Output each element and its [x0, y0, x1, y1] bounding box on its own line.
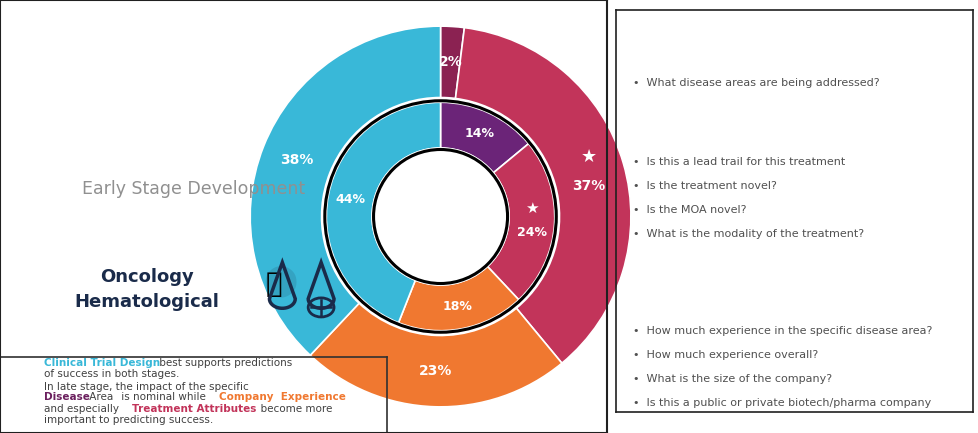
Text: •  What disease areas are being addressed?: • What disease areas are being addressed…: [632, 78, 878, 88]
Text: 44%: 44%: [335, 193, 366, 206]
Text: important to predicting success.: important to predicting success.: [44, 415, 213, 425]
Text: is nominal while: is nominal while: [117, 392, 208, 402]
Wedge shape: [487, 144, 555, 300]
Text: 🩸: 🩸: [266, 270, 282, 298]
Wedge shape: [440, 102, 528, 173]
Circle shape: [372, 148, 509, 285]
Text: In late stage, the impact of the specific: In late stage, the impact of the specifi…: [44, 382, 252, 392]
Text: 24%: 24%: [516, 226, 546, 239]
Text: Oncology
Hematological: Oncology Hematological: [74, 268, 219, 311]
Text: Area: Area: [86, 392, 113, 402]
Text: •  How much experience overall?: • How much experience overall?: [632, 350, 818, 360]
Wedge shape: [326, 102, 440, 323]
Text: 14%: 14%: [464, 127, 494, 140]
Text: Disease: Disease: [44, 392, 90, 402]
Text: •  What is the size of the company?: • What is the size of the company?: [632, 374, 831, 384]
Text: Company  Experience: Company Experience: [219, 392, 345, 402]
Text: 37%: 37%: [572, 179, 605, 193]
Text: •  Is this a lead trail for this treatment: • Is this a lead trail for this treatmen…: [632, 157, 844, 167]
Text: •  Is the MOA novel?: • Is the MOA novel?: [632, 205, 745, 215]
Wedge shape: [250, 26, 440, 355]
Text: + Company  Experience: + Company Experience: [632, 284, 810, 299]
Text: best supports predictions: best supports predictions: [156, 359, 292, 368]
Text: •  What is the modality of the treatment?: • What is the modality of the treatment?: [632, 229, 864, 239]
Text: Early Stage Development: Early Stage Development: [82, 181, 304, 198]
Text: ★: ★: [524, 201, 538, 216]
Text: •  Is this a public or private biotech/pharma company: • Is this a public or private biotech/ph…: [632, 398, 930, 408]
Text: + Treatment  Attributes: + Treatment Attributes: [632, 115, 806, 130]
Text: ⬤: ⬤: [263, 265, 296, 297]
Wedge shape: [455, 28, 630, 363]
Text: •  How much experience in the specific disease area?: • How much experience in the specific di…: [632, 326, 931, 336]
Text: and especially: and especially: [44, 404, 122, 414]
Wedge shape: [310, 303, 561, 407]
Text: Late Stage Development: Late Stage Development: [85, 62, 301, 81]
Text: become more: become more: [253, 404, 332, 414]
Text: of success in both stages.: of success in both stages.: [44, 369, 179, 379]
Text: 18%: 18%: [442, 300, 472, 313]
Text: 38%: 38%: [280, 152, 313, 167]
Text: •  Is the treatment novel?: • Is the treatment novel?: [632, 181, 776, 191]
Wedge shape: [440, 26, 464, 98]
Text: 2%: 2%: [438, 55, 462, 69]
Wedge shape: [398, 266, 518, 331]
Text: Treatment Attributes: Treatment Attributes: [131, 404, 255, 414]
Text: + Trial Design: + Trial Design: [632, 383, 734, 397]
Text: 23%: 23%: [419, 364, 452, 378]
Text: + Disease Area: + Disease Area: [632, 26, 745, 41]
Text: ★: ★: [580, 148, 597, 166]
Text: Clinical Trial Design: Clinical Trial Design: [44, 359, 160, 368]
Text: TAKEAWAY: TAKEAWAY: [14, 368, 23, 422]
